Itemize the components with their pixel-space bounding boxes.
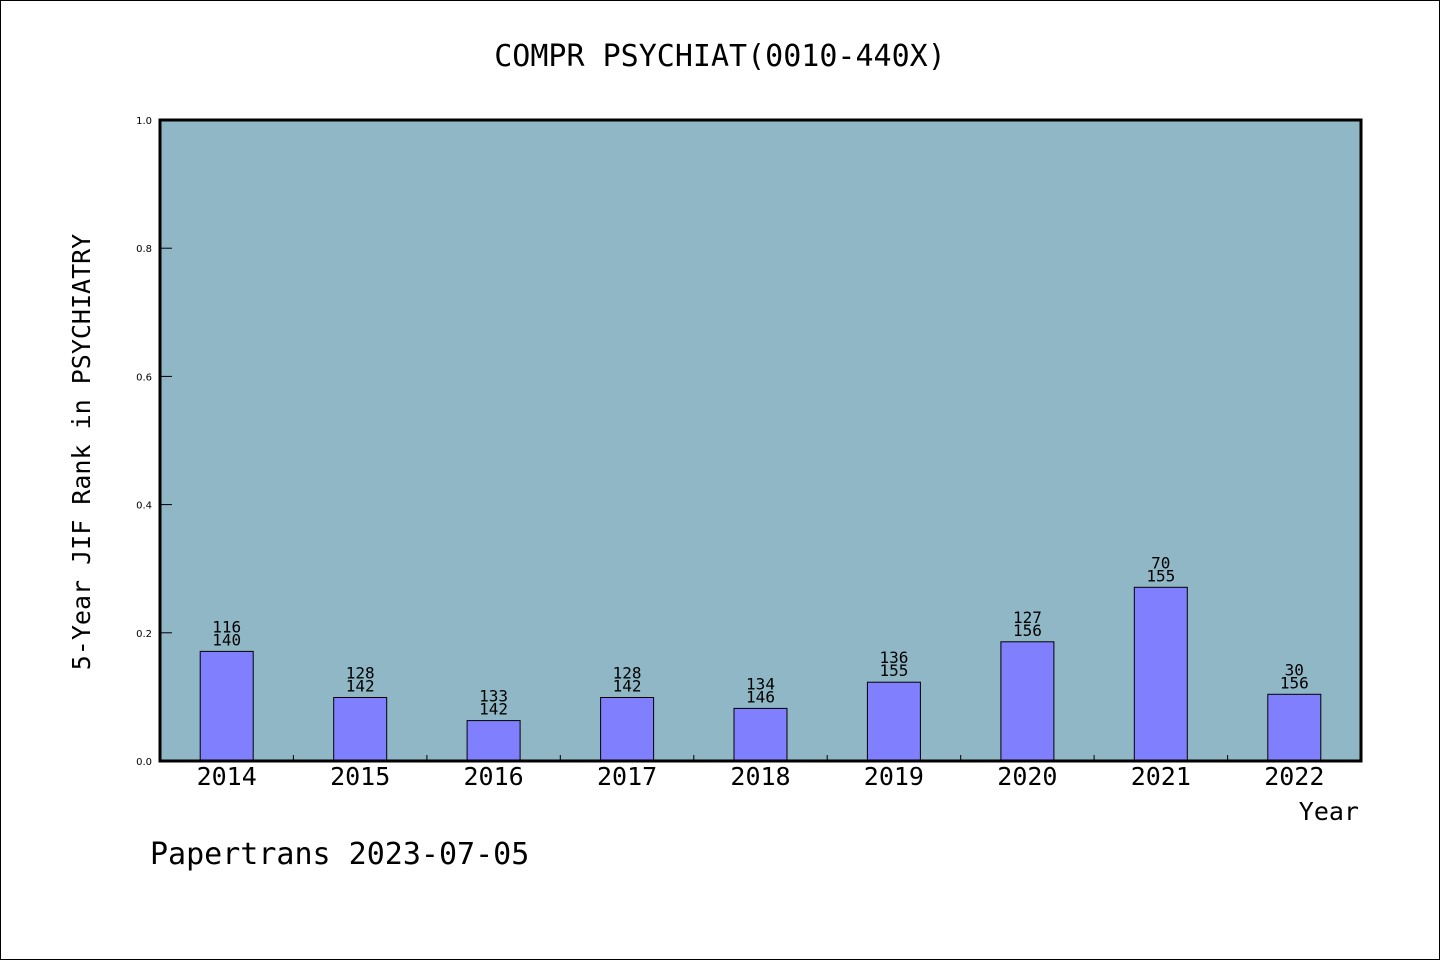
data-label-rank-2021: 70 [1151, 553, 1170, 572]
bar-2017 [600, 697, 655, 762]
data-label-total-2017: 142 [613, 677, 642, 696]
data-label-rank-2017: 128 [613, 664, 642, 683]
bar-2016 [466, 720, 521, 762]
data-label-total-2015: 142 [346, 677, 375, 696]
data-label-rank-2015: 128 [346, 664, 375, 683]
x-tick-label-2021: 2021 [1131, 762, 1191, 791]
x-tick-label-2020: 2020 [997, 762, 1057, 791]
data-label-total-2021: 155 [1146, 566, 1175, 585]
plot-border [158, 118, 1363, 763]
bar-2022 [1267, 693, 1322, 762]
bar-2020 [1000, 641, 1055, 762]
data-label-total-2014: 140 [212, 630, 241, 649]
bar-2018 [733, 707, 788, 762]
y-tick-label-1: 0.2 [136, 629, 152, 640]
y-tick-label-3: 0.6 [136, 372, 152, 383]
y-tick-label-5: 1.0 [136, 116, 152, 127]
x-axis-ticks: 2014 2015 2016 2017 2018 2019 2020 2021 2022 [197, 755, 1324, 791]
data-label-rank-2019: 136 [879, 648, 908, 667]
data-label-total-2016: 142 [479, 700, 508, 719]
data-label-rank-2016: 133 [479, 687, 508, 706]
bar-2015 [333, 697, 388, 762]
data-label-total-2020: 156 [1013, 621, 1042, 640]
data-label-rank-2020: 127 [1013, 608, 1042, 627]
footer-text: Papertrans 2023-07-05 [150, 837, 529, 872]
chart-title: COMPR PSYCHIAT(0010-440X) [494, 39, 946, 74]
y-axis-label: 5-Year JIF Rank in PSYCHIATRY [67, 234, 96, 671]
y-tick-label-0: 0.0 [136, 757, 152, 768]
bar-2019 [866, 681, 921, 762]
x-tick-label-2015: 2015 [330, 762, 390, 791]
x-tick-label-2016: 2016 [463, 762, 523, 791]
data-label-rank-2018: 134 [746, 674, 775, 693]
x-tick-label-2022: 2022 [1264, 762, 1324, 791]
x-tick-label-2017: 2017 [597, 762, 657, 791]
x-tick-label-2018: 2018 [730, 762, 790, 791]
x-tick-label-2019: 2019 [864, 762, 924, 791]
data-label-total-2022: 156 [1280, 673, 1309, 692]
x-tick-label-2014: 2014 [197, 762, 257, 791]
data-label-rank-2014: 116 [212, 617, 241, 636]
data-label-total-2018: 146 [746, 687, 775, 706]
x-axis-label: Year [1299, 797, 1359, 826]
bar-2014 [199, 650, 254, 762]
data-label-total-2019: 155 [879, 661, 908, 680]
y-tick-label-4: 0.8 [136, 244, 152, 255]
data-label-rank-2022: 30 [1285, 660, 1304, 679]
y-tick-label-2: 0.4 [136, 501, 152, 512]
bar-2021 [1133, 586, 1188, 762]
